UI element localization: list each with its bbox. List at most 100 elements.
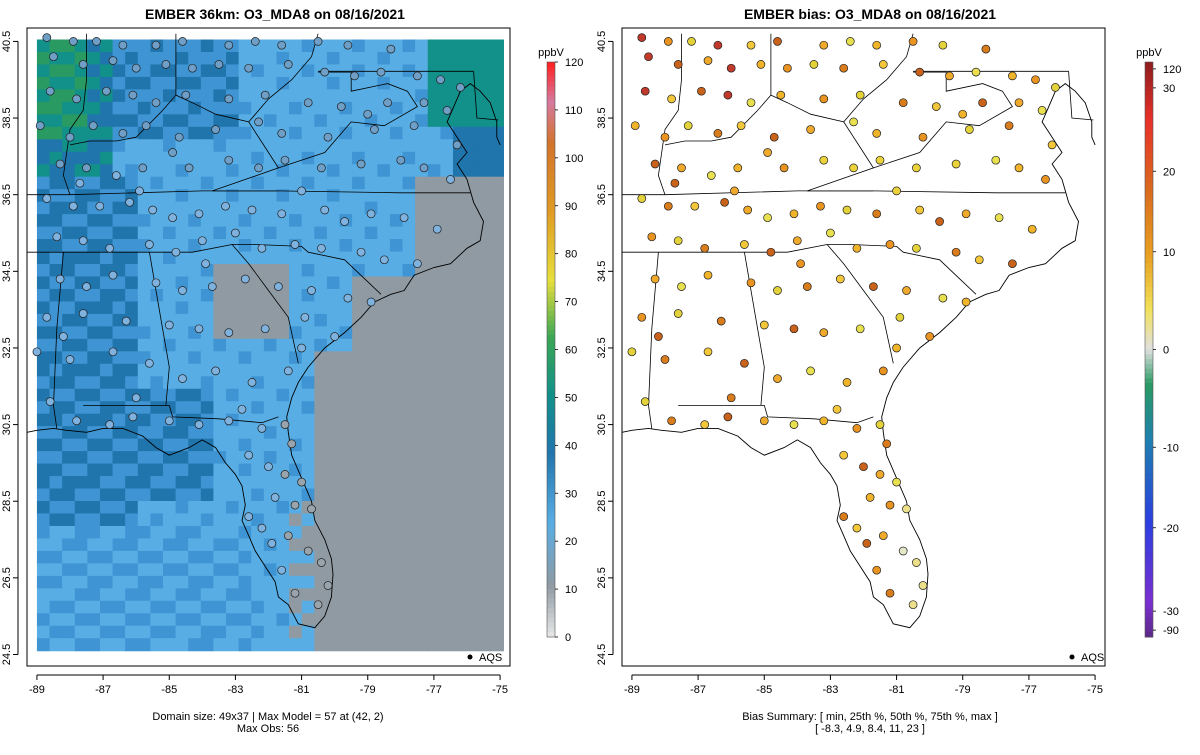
model-grid-cell	[389, 363, 404, 377]
model-grid-cell	[87, 413, 101, 427]
model-grid-cell	[62, 600, 76, 614]
model-grid-cell	[289, 600, 303, 614]
model-grid-cell	[415, 563, 429, 577]
model-grid-cell	[465, 51, 479, 66]
colorbar-segment	[547, 172, 555, 178]
model-grid-cell	[99, 476, 114, 490]
model-grid-cell	[326, 301, 341, 315]
model-grid-cell	[415, 151, 429, 165]
model-grid-cell	[301, 513, 315, 527]
model-grid-cell	[364, 401, 378, 415]
colorbar-segment	[547, 148, 555, 154]
model-grid-cell	[49, 201, 63, 215]
model-grid-cell	[137, 413, 151, 427]
model-grid-cell	[238, 388, 252, 402]
model-grid-cell	[99, 301, 114, 315]
model-grid-cell	[377, 488, 391, 502]
model-grid-cell	[49, 251, 63, 265]
model-grid-cell	[226, 76, 240, 90]
model-grid-cell	[36, 476, 51, 490]
model-grid-cell	[427, 214, 441, 228]
model-grid-cell	[251, 413, 265, 427]
model-grid-cell	[364, 139, 378, 153]
model-grid-cell	[74, 338, 88, 352]
model-grid-cell	[314, 101, 328, 115]
model-grid-cell	[427, 288, 441, 303]
model-grid-cell	[339, 463, 353, 477]
model-grid-cell	[364, 625, 378, 639]
model-grid-cell	[427, 251, 441, 265]
model-grid-cell	[36, 363, 51, 377]
colorbar-segment	[547, 296, 555, 303]
bias-station-marker	[875, 155, 885, 165]
model-grid-cell	[62, 239, 76, 253]
model-grid-cell	[226, 550, 240, 564]
state-boundary	[473, 71, 499, 121]
model-grid-cell	[452, 625, 467, 639]
model-grid-cell	[452, 226, 467, 240]
model-grid-cell	[440, 388, 454, 402]
bias-station-marker	[912, 558, 921, 567]
bias-station-marker	[673, 309, 683, 318]
model-grid-cell	[402, 239, 416, 253]
colorbar-segment	[1145, 90, 1153, 97]
model-grid-cell	[112, 538, 126, 552]
model-grid-cell	[226, 488, 240, 502]
bias-station-marker	[726, 393, 736, 403]
model-grid-cell	[314, 413, 328, 427]
model-grid-cell	[162, 301, 177, 315]
x-tick-label: -83	[822, 684, 838, 696]
model-grid-cell	[427, 600, 441, 614]
colorbar-segment	[547, 474, 555, 480]
state-boundary	[27, 244, 382, 295]
model-grid-cell	[465, 525, 479, 540]
model-grid-cell	[326, 363, 341, 377]
model-grid-cell	[301, 326, 315, 340]
y-tick-label: 32.5	[596, 337, 608, 358]
colorbar-segment	[1145, 124, 1153, 130]
model-grid-cell	[188, 89, 202, 103]
model-grid-cell	[251, 501, 265, 515]
model-grid-cell	[112, 525, 126, 540]
colorbar-tick-label: 10	[1163, 247, 1175, 259]
colorbar-segment	[547, 526, 555, 533]
model-grid-cell	[36, 251, 51, 265]
model-grid-cell	[364, 313, 378, 327]
model-grid-cell	[326, 550, 341, 564]
model-grid-cell	[213, 313, 227, 327]
model-grid-cell	[238, 476, 252, 490]
model-grid-cell	[200, 413, 215, 427]
model-grid-cell	[175, 625, 189, 639]
colorbar-segment	[547, 603, 555, 609]
model-grid-cell	[112, 251, 126, 265]
model-grid-cell	[289, 226, 303, 240]
model-grid-cell	[326, 488, 341, 502]
model-grid-cell	[125, 51, 139, 66]
model-grid-cell	[251, 51, 265, 66]
model-grid-cell	[251, 351, 265, 365]
model-grid-cell	[74, 139, 88, 153]
y-tick-label: 36.5	[596, 184, 608, 205]
model-grid-cell	[137, 139, 151, 153]
model-grid-cell	[440, 501, 454, 515]
model-grid-cell	[402, 438, 416, 452]
model-grid-cell	[339, 176, 353, 190]
model-grid-cell	[188, 301, 202, 315]
aqs-station-marker	[247, 205, 257, 215]
aqs-station-marker	[197, 236, 207, 246]
colorbar-segment	[547, 450, 555, 456]
model-grid-cell	[452, 351, 467, 365]
aqs-station-marker	[82, 282, 91, 291]
x-tick-label: -79	[360, 684, 376, 696]
model-grid-cell	[137, 451, 151, 465]
model-grid-cell	[188, 563, 202, 577]
model-grid-cell	[276, 388, 290, 402]
aqs-station-marker	[164, 320, 174, 330]
colorbar-segment	[1145, 306, 1153, 312]
model-grid-cell	[415, 76, 429, 90]
model-grid-cell	[200, 451, 215, 465]
model-grid-cell	[427, 388, 441, 402]
model-grid-cell	[339, 575, 353, 589]
model-grid-cell	[452, 214, 467, 228]
colorbar-segment	[1145, 268, 1153, 274]
